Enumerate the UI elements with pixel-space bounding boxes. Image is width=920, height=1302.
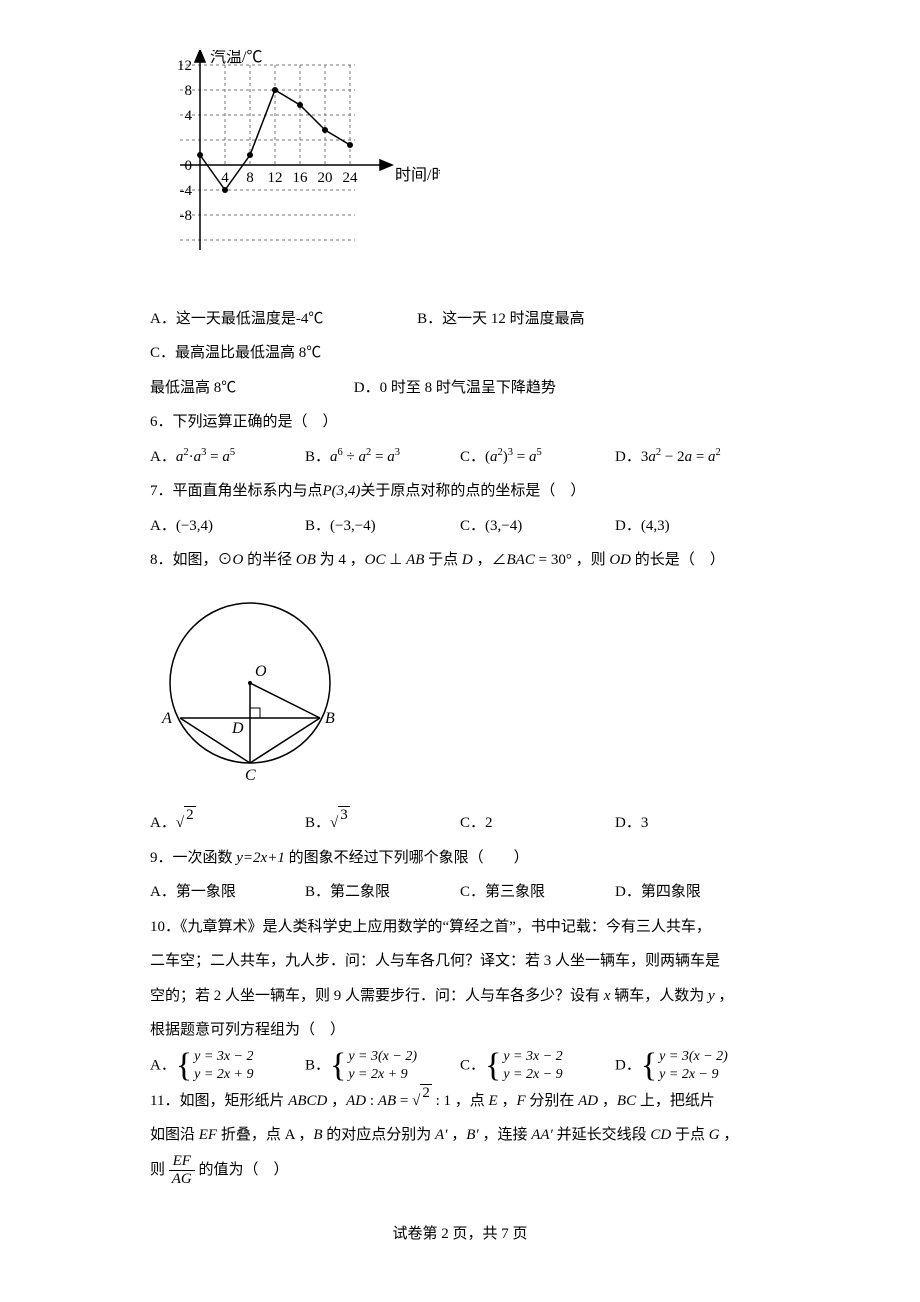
svg-text:12: 12: [268, 170, 283, 186]
svg-text:-8: -8: [180, 208, 193, 224]
svg-text:汽温/℃: 汽温/℃: [210, 50, 262, 66]
q8-d: D．3: [615, 806, 770, 841]
svg-text:24: 24: [343, 170, 359, 186]
temperature-chart: 12 8 4 0 -4 -8 4 8 12 16 20 24 汽温/℃ 时间/时: [150, 50, 770, 294]
q10-l3: 空的；若 2 人坐一辆车，则 9 人需要步行．问：人与车各多少？设有 x 辆车，…: [150, 979, 770, 1014]
q8-stem: 8．如图，⊙O 的半径 OB 为 4 ，OC ⊥ AB 于点 D ，∠BAC =…: [150, 543, 770, 578]
q8-a: A．√2: [150, 806, 305, 841]
q10-b: B．{y = 3(x − 2)y = 2x + 9: [305, 1048, 460, 1084]
q6-a: A．a2·a3 = a5: [150, 440, 305, 475]
svg-text:20: 20: [318, 170, 333, 186]
q10-l2: 二车空；二人共车，九人步．问：人与车各几何？译文：若 3 人坐一辆车，则两辆车是: [150, 944, 770, 979]
svg-text:O: O: [255, 663, 267, 680]
q10-d: D．{y = 3(x − 2)y = 2x − 9: [615, 1048, 770, 1084]
q9-c: C．第三象限: [460, 875, 615, 910]
page-footer: 试卷第 2 页，共 7 页: [150, 1217, 770, 1252]
svg-text:4: 4: [185, 108, 193, 124]
q9-stem: 9．一次函数 y=2x+1 的图象不经过下列哪个象限（ ）: [150, 841, 770, 876]
q8-b: B．√3: [305, 806, 460, 841]
q8-figure: O A B C D: [150, 588, 770, 797]
svg-text:A: A: [161, 710, 172, 727]
opt-a: A．这一天最低温度是-4℃: [150, 302, 323, 337]
q7-b: B．(−3,−4): [305, 509, 460, 544]
q10-c: C．{y = 3x − 2y = 2x − 9: [460, 1048, 615, 1084]
chart-svg: 12 8 4 0 -4 -8 4 8 12 16 20 24 汽温/℃ 时间/时: [150, 50, 440, 280]
opt-b: B．这一天 12 时温度最高: [417, 302, 585, 337]
svg-text:12: 12: [177, 58, 192, 74]
q11-l1: 11．如图，矩形纸片 ABCD ，AD : AB = √2 : 1 ，点 E ，…: [150, 1084, 770, 1119]
svg-text:-4: -4: [180, 183, 193, 199]
svg-text:时间/时: 时间/时: [395, 166, 440, 184]
q9-options: A．第一象限 B．第二象限 C．第三象限 D．第四象限: [150, 875, 770, 910]
q10-l1: 10．《九章算术》是人类科学史上应用数学的“算经之首”，书中记载：今有三人共车，: [150, 910, 770, 945]
q11-l3: 则 EFAG 的值为（ ）: [150, 1153, 770, 1188]
q9-b: B．第二象限: [305, 875, 460, 910]
svg-text:8: 8: [185, 83, 193, 99]
q9-a: A．第一象限: [150, 875, 305, 910]
q6-b: B．a6 ÷ a2 = a3: [305, 440, 460, 475]
svg-text:B: B: [325, 710, 335, 727]
q7-d: D．(4,3): [615, 509, 770, 544]
q10-options: A．{y = 3x − 2y = 2x + 9 B．{y = 3(x − 2)y…: [150, 1048, 770, 1084]
q10-l4: 根据题意可列方程组为（ ）: [150, 1013, 770, 1048]
q6-c: C．(a2)3 = a5: [460, 440, 615, 475]
q11-l2: 如图沿 EF 折叠，点 A ，B 的对应点分别为 A′ ，B′ ，连接 AA′ …: [150, 1118, 770, 1153]
q7-stem: 7．平面直角坐标系内与点P(3,4)关于原点对称的点的坐标是（ ）: [150, 474, 770, 509]
opt-c: C．最高温比最低温高 8℃: [150, 336, 321, 371]
q8-options: A．√2 B．√3 C．2 D．3: [150, 806, 770, 841]
svg-text:4: 4: [221, 170, 229, 186]
svg-text:8: 8: [246, 170, 254, 186]
q6-options: A．a2·a3 = a5 B．a6 ÷ a2 = a3 C．(a2)3 = a5…: [150, 440, 770, 475]
q7-c: C．(3,−4): [460, 509, 615, 544]
svg-text:C: C: [245, 767, 256, 783]
q9-d: D．第四象限: [615, 875, 770, 910]
q10-a: A．{y = 3x − 2y = 2x + 9: [150, 1048, 305, 1084]
q7-a: A．(−3,4): [150, 509, 305, 544]
q7-options: A．(−3,4) B．(−3,−4) C．(3,−4) D．(4,3): [150, 509, 770, 544]
svg-text:0: 0: [185, 158, 193, 174]
q6-stem: 6．下列运算正确的是（ ）: [150, 405, 770, 440]
q8-c: C．2: [460, 806, 615, 841]
q5-option-d: 最低温高 8℃ D．0 时至 8 时气温呈下降趋势: [150, 371, 770, 406]
q5-options: A．这一天最低温度是-4℃ B．这一天 12 时温度最高 C．最高温比最低温高 …: [150, 302, 770, 371]
svg-text:D: D: [231, 720, 244, 737]
svg-text:16: 16: [293, 170, 309, 186]
q6-d: D．3a2 − 2a = a2: [615, 440, 770, 475]
